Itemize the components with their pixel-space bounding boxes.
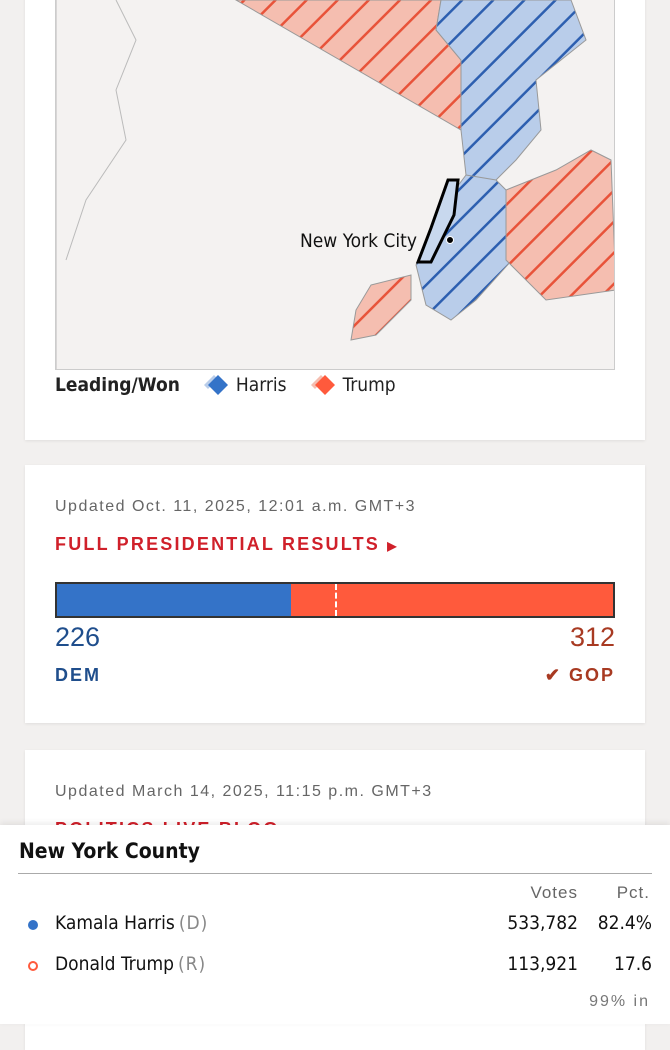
results-card: Updated Oct. 11, 2025, 12:01 a.m. GMT+3 … [25, 465, 645, 723]
region-blue-north[interactable] [435, 0, 587, 191]
gop-count: 312 [569, 622, 615, 652]
dem-bar-fill [57, 584, 291, 616]
votes-header: Votes [530, 883, 578, 902]
city-label: New York City [300, 230, 417, 252]
diamond-hatch-icon [310, 375, 335, 395]
legend-trump: Trump [301, 374, 396, 396]
county-title: New York County [19, 839, 200, 863]
region-red-east[interactable] [505, 149, 615, 301]
gop-label: ✔ GOP [544, 665, 615, 685]
reporting-status: 99% in [589, 993, 650, 1010]
candidate-row: Donald Trump (R) 113,921 17.6 [0, 951, 670, 981]
county-results-sheet: New York County Votes Pct. Kamala Harris… [0, 825, 670, 1024]
dem-label: DEM [55, 665, 101, 685]
legend-harris: Harris [194, 374, 287, 396]
legend-title: Leading/Won [55, 374, 180, 396]
diamond-hatch-icon [203, 375, 228, 395]
updated-timestamp: Updated Oct. 11, 2025, 12:01 a.m. GMT+3 [55, 498, 417, 515]
electoral-bar [55, 582, 615, 618]
region-red-staten[interactable] [350, 274, 412, 341]
updated-timestamp: Updated March 14, 2025, 11:15 p.m. GMT+3 [55, 783, 433, 800]
pct-header: Pct. [616, 883, 650, 902]
candidate-row: Kamala Harris (D) 533,782 82.4% [0, 910, 670, 940]
dem-count: 226 [55, 622, 101, 652]
map-legend: Leading/Won Harris Trump [55, 374, 410, 396]
full-results-link[interactable]: FULL PRESIDENTIAL RESULTS ▶ [55, 534, 399, 554]
divider [18, 873, 652, 874]
check-icon: ✔ [544, 665, 562, 685]
map-card: New York City Leading/Won Harris Trump [25, 0, 645, 440]
region-red-north[interactable] [235, 0, 462, 131]
270-marker [335, 584, 337, 616]
gop-ring-icon [28, 961, 38, 971]
manhattan-outline[interactable] [415, 178, 460, 264]
caret-right-icon: ▶ [387, 539, 399, 553]
dem-dot-icon [28, 920, 38, 930]
county-map[interactable]: New York City [55, 0, 615, 370]
